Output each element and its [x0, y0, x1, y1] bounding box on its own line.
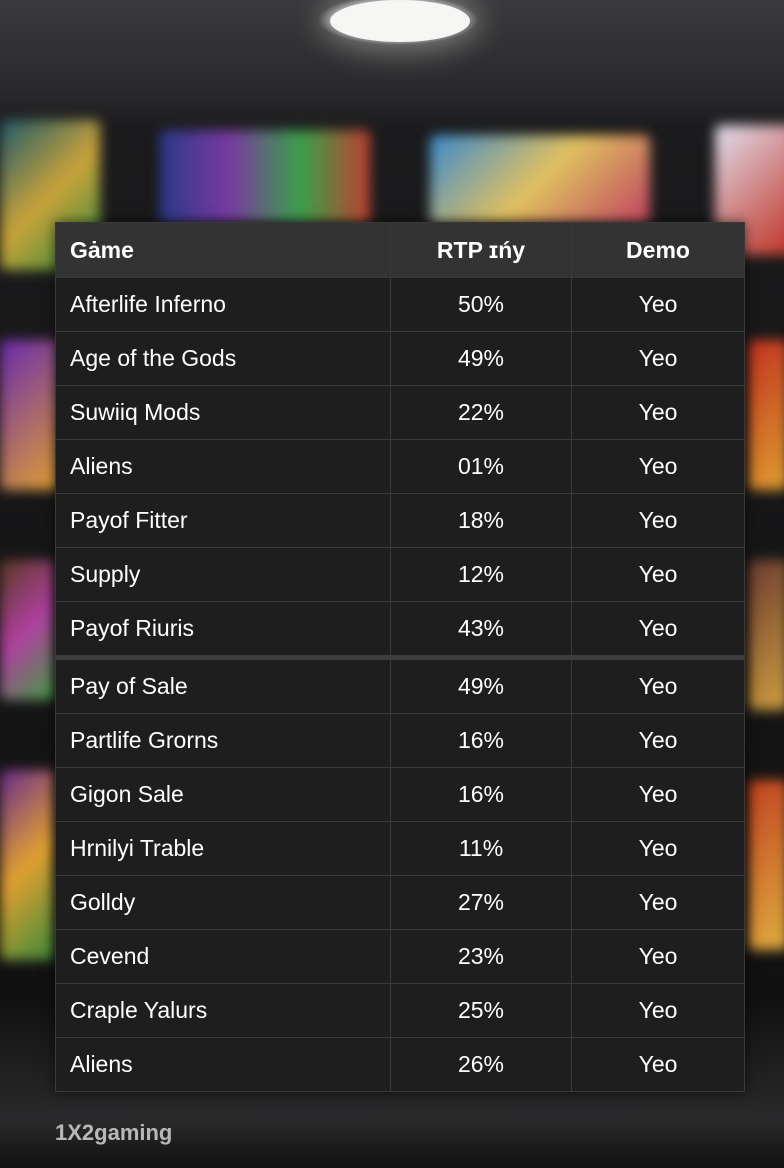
table-row[interactable]: Suwiiq Mods 22% Yeo: [55, 385, 745, 440]
rtp-cell: 22%: [390, 385, 572, 440]
demo-cell: Yeo: [571, 767, 745, 822]
rtp-cell: 26%: [390, 1037, 572, 1092]
rtp-cell: 18%: [390, 493, 572, 548]
table-row[interactable]: Supply 12% Yeo: [55, 547, 745, 602]
rtp-cell: 16%: [390, 767, 572, 822]
game-name-cell: Partlife Grorns: [55, 713, 391, 768]
table-row[interactable]: Partlife Grorns 16% Yeo: [55, 713, 745, 768]
game-name-cell: Gigon Sale: [55, 767, 391, 822]
game-name-cell: Aliens: [55, 439, 391, 494]
rtp-cell: 16%: [390, 713, 572, 768]
demo-cell: Yeo: [571, 439, 745, 494]
demo-cell: Yeo: [571, 385, 745, 440]
ceiling-lamp: [330, 0, 470, 42]
table-row[interactable]: Gigon Sale 16% Yeo: [55, 767, 745, 822]
slot-screen: [430, 135, 650, 225]
table-row[interactable]: Craple Yalurs 25% Yeo: [55, 983, 745, 1038]
game-name-cell: Cevend: [55, 929, 391, 984]
game-name-cell: Hrnilyi Trable: [55, 821, 391, 876]
demo-cell: Yeo: [571, 493, 745, 548]
table-row[interactable]: Hrnilyi Trable 11% Yeo: [55, 821, 745, 876]
slot-screen: [748, 560, 784, 710]
table-row[interactable]: Cevend 23% Yeo: [55, 929, 745, 984]
demo-cell: Yeo: [571, 655, 745, 714]
game-name-cell: Craple Yalurs: [55, 983, 391, 1038]
game-name-cell: Aliens: [55, 1037, 391, 1092]
column-header-rtp[interactable]: RTP ɪńy: [390, 222, 572, 278]
table-row[interactable]: Aliens 01% Yeo: [55, 439, 745, 494]
game-name-cell: Payof Riuris: [55, 601, 391, 658]
slot-screen: [748, 340, 784, 490]
game-name-cell: Payof Fitter: [55, 493, 391, 548]
slot-screen: [0, 340, 60, 490]
slot-screen: [160, 130, 370, 225]
game-name-cell: Pay of Sale: [55, 655, 391, 714]
table-row[interactable]: Payof Fitter 18% Yeo: [55, 493, 745, 548]
column-header-demo[interactable]: Demo: [571, 222, 745, 278]
rtp-cell: 23%: [390, 929, 572, 984]
demo-cell: Yeo: [571, 547, 745, 602]
demo-cell: Yeo: [571, 929, 745, 984]
rtp-cell: 27%: [390, 875, 572, 930]
demo-cell: Yeo: [571, 1037, 745, 1092]
rtp-cell: 25%: [390, 983, 572, 1038]
game-name-cell: Supply: [55, 547, 391, 602]
demo-cell: Yeo: [571, 875, 745, 930]
demo-cell: Yeo: [571, 983, 745, 1038]
rtp-cell: 12%: [390, 547, 572, 602]
table-row[interactable]: Golldy 27% Yeo: [55, 875, 745, 930]
table-header: Gȧme RTP ɪńy Demo: [55, 222, 745, 278]
table-row[interactable]: Payof Riuris 43% Yeo: [55, 601, 745, 658]
table-row[interactable]: Pay of Sale 49% Yeo: [55, 655, 745, 714]
demo-cell: Yeo: [571, 601, 745, 658]
rtp-cell: 01%: [390, 439, 572, 494]
rtp-cell: 11%: [390, 821, 572, 876]
demo-cell: Yeo: [571, 713, 745, 768]
games-table: Gȧme RTP ɪńy Demo Afterlife Inferno 50% Ye…: [55, 222, 745, 1092]
rtp-cell: 49%: [390, 655, 572, 714]
rtp-cell: 49%: [390, 331, 572, 386]
rtp-cell: 50%: [390, 277, 572, 332]
demo-cell: Yeo: [571, 821, 745, 876]
column-header-game[interactable]: Gȧme: [55, 222, 391, 278]
table-row[interactable]: Age of the Gods 49% Yeo: [55, 331, 745, 386]
demo-cell: Yeo: [571, 331, 745, 386]
slot-screen: [748, 780, 784, 950]
brand-logo: 1X2gaming: [55, 1120, 173, 1145]
demo-cell: Yeo: [571, 277, 745, 332]
game-name-cell: Suwiiq Mods: [55, 385, 391, 440]
table-row[interactable]: Afterlife Inferno 50% Yeo: [55, 277, 745, 332]
game-name-cell: Golldy: [55, 875, 391, 930]
game-name-cell: Afterlife Inferno: [55, 277, 391, 332]
game-name-cell: Age of the Gods: [55, 331, 391, 386]
slot-screen: [0, 560, 55, 700]
slot-screen: [0, 770, 55, 960]
table-row[interactable]: Aliens 26% Yeo: [55, 1037, 745, 1092]
rtp-cell: 43%: [390, 601, 572, 658]
